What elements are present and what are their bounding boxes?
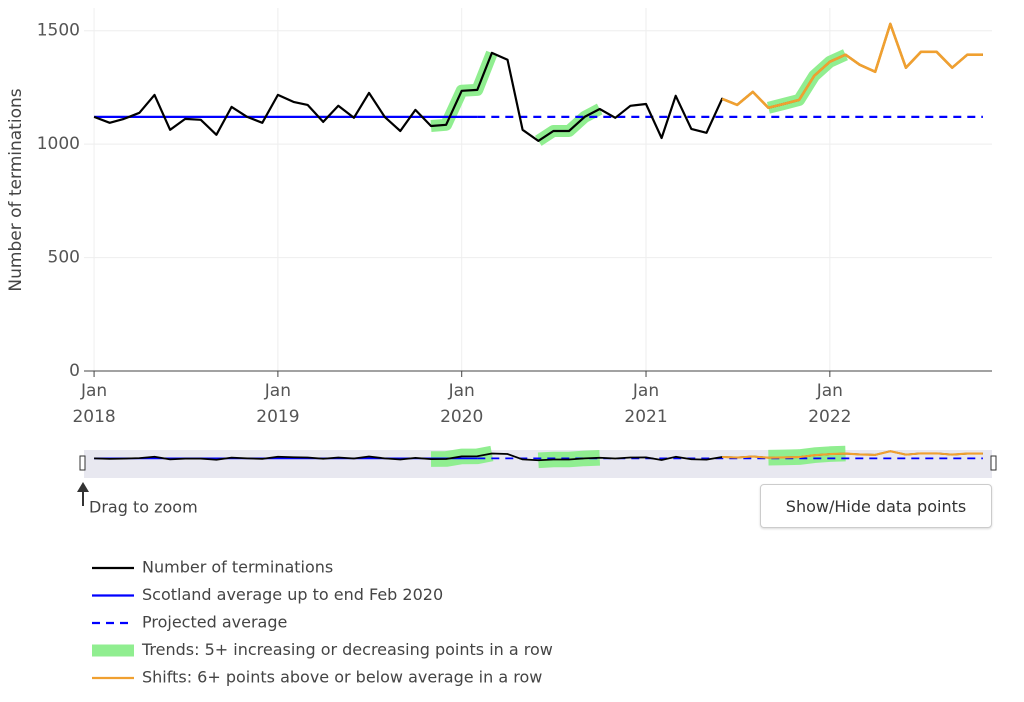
- y-tick-label: 500: [48, 248, 80, 268]
- legend-label: Shifts: 6+ points above or below average…: [142, 668, 542, 687]
- x-tick-label-line: Jan: [816, 381, 843, 401]
- x-tick-label-line: 2020: [440, 407, 483, 427]
- hint-arrow-head: [77, 482, 89, 492]
- series-line: [721, 22, 983, 110]
- y-tick-label: 1500: [37, 21, 80, 41]
- x-tick-label-line: Jan: [264, 381, 291, 401]
- x-tick-label-line: Jan: [80, 381, 107, 401]
- slider-line: [722, 450, 983, 459]
- x-tick-label-line: Jan: [448, 381, 475, 401]
- x-tick-label: Jan 2022: [808, 381, 851, 427]
- x-tick-label: Jan 2018: [72, 381, 115, 427]
- y-tick-label: 0: [69, 361, 80, 381]
- x-tick-label: Jan 2021: [624, 381, 667, 427]
- y-axis-title: Number of terminations: [6, 88, 26, 291]
- legend-label: Projected average: [142, 613, 287, 632]
- x-tick-label: Jan 2020: [440, 381, 483, 427]
- toggle-points-button[interactable]: Show/Hide data points: [760, 484, 992, 528]
- x-tick-label-line: 2019: [256, 407, 299, 427]
- slider-handle[interactable]: [990, 455, 997, 471]
- x-tick-label-line: 2018: [72, 407, 115, 427]
- slider-handle[interactable]: [79, 455, 86, 471]
- legend-label: Trends: 5+ increasing or decreasing poin…: [141, 640, 553, 659]
- series-line: [93, 22, 983, 142]
- x-tick-label: Jan 2019: [256, 381, 299, 427]
- series-line: [430, 49, 848, 146]
- slider-hint: Drag to zoom: [89, 498, 198, 517]
- x-tick-label-line: 2021: [624, 407, 667, 427]
- legend-label: Scotland average up to end Feb 2020: [142, 585, 443, 604]
- x-tick-label-line: Jan: [632, 381, 659, 401]
- x-tick-label-line: 2022: [808, 407, 851, 427]
- legend-label: Number of terminations: [142, 558, 333, 577]
- y-tick-label: 1000: [37, 134, 80, 154]
